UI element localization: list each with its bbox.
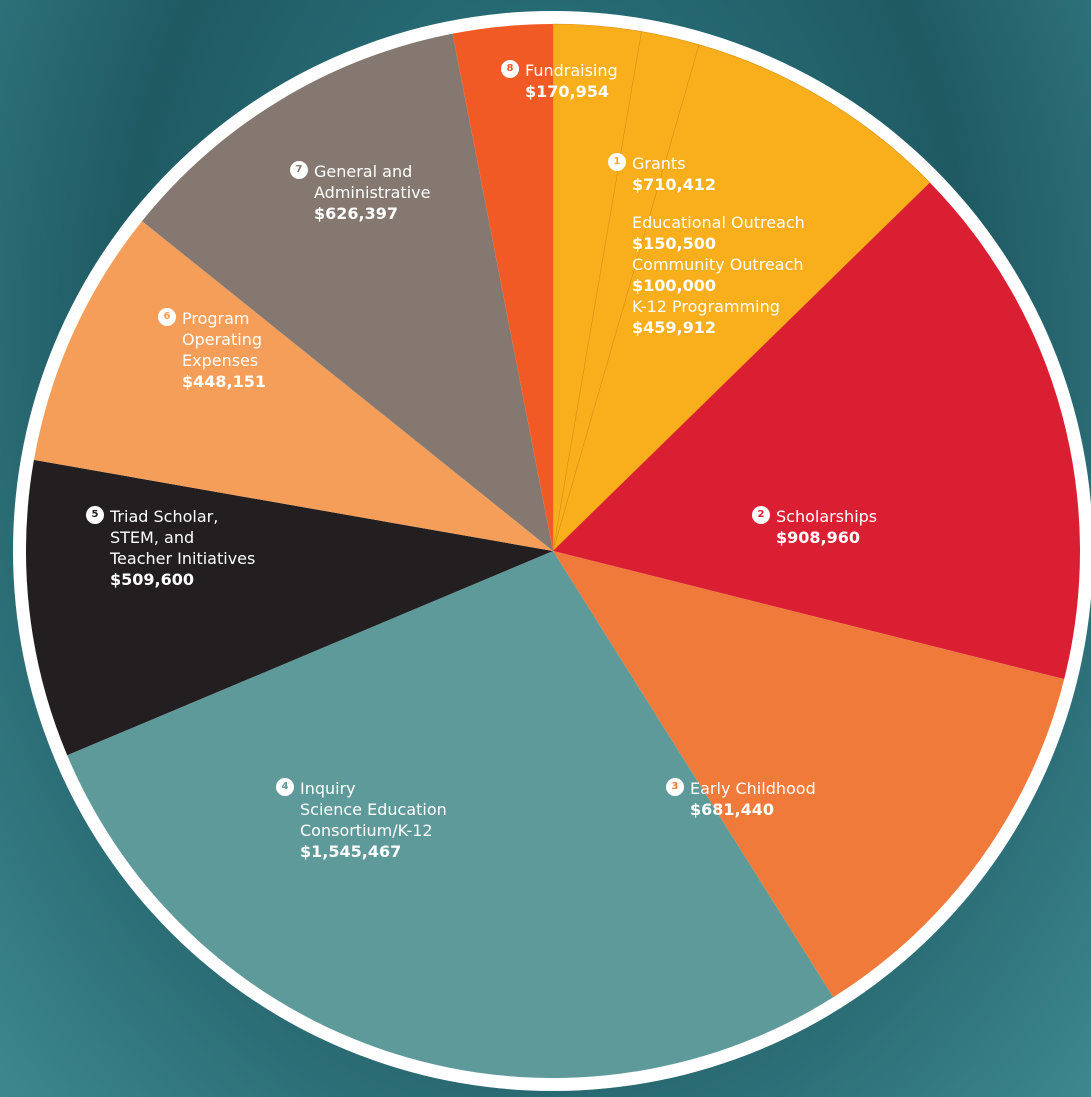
value-label: $448,151 [182,371,266,392]
slice-label: Inquiry Science Education Consortium/K-1… [300,778,447,862]
marker-badge: 8 [501,60,519,78]
value-label: $710,412 [632,174,805,195]
breakdown-value: $100,000 [632,275,805,296]
category-name: Scholarships [776,507,877,526]
marker-badge: 4 [276,778,294,796]
slice-label: Early Childhood$681,440 [690,778,816,820]
breakdown-name: Educational Outreach [632,212,805,233]
value-label: $170,954 [525,81,618,102]
marker-badge: 3 [666,778,684,796]
category-name: Grants [632,154,686,173]
slice-label: Program Operating Expenses$448,151 [182,308,266,392]
category-name: Fundraising [525,61,618,80]
marker-badge: 5 [86,506,104,524]
marker-badge: 6 [158,308,176,326]
page: (() => { const data = JSON.parse(documen… [0,0,1091,1097]
slice-label: Fundraising$170,954 [525,60,618,102]
value-label: $908,960 [776,527,877,548]
marker-badge: 2 [752,506,770,524]
value-label: $1,545,467 [300,841,447,862]
value-label: $509,600 [110,569,255,590]
slice-label: Grants$710,412 Educational Outreach$150,5… [632,153,805,338]
slice-label: General and Administrative$626,397 [314,161,430,224]
marker-badge: 7 [290,161,308,179]
category-name: Early Childhood [690,779,816,798]
breakdown-value: $459,912 [632,317,805,338]
slice-label: Scholarships$908,960 [776,506,877,548]
slice-label: Triad Scholar, STEM, and Teacher Initiat… [110,506,255,590]
category-name: General and Administrative [314,162,430,202]
breakdown-name: Community Outreach [632,254,805,275]
marker-badge: 1 [608,153,626,171]
value-label: $626,397 [314,203,430,224]
category-name: Triad Scholar, STEM, and Teacher Initiat… [110,507,255,568]
category-name: Inquiry Science Education Consortium/K-1… [300,779,447,840]
value-label: $681,440 [690,799,816,820]
breakdown-value: $150,500 [632,233,805,254]
category-name: Program Operating Expenses [182,309,262,370]
breakdown-name: K-12 Programming [632,296,805,317]
